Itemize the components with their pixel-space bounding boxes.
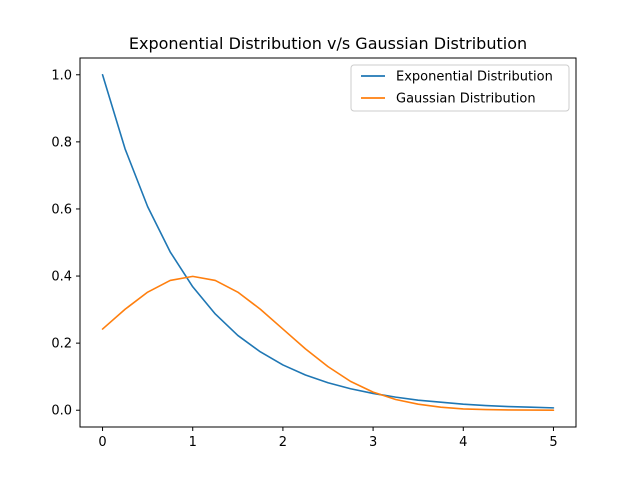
x-tick-label: 3: [369, 435, 377, 450]
legend-label: Gaussian Distribution: [396, 92, 536, 107]
y-tick-label: 0.8: [51, 135, 72, 150]
x-tick-label: 2: [279, 435, 287, 450]
series-line-1: [101, 73, 555, 409]
legend-box: [350, 64, 570, 112]
chart-title: Exponential Distribution v/s Gaussian Di…: [129, 34, 527, 53]
x-tick-label: 1: [189, 435, 197, 450]
legend-label: Exponential Distribution: [396, 70, 553, 85]
plot-frame: [79, 57, 577, 428]
y-tick-label: 0.4: [51, 270, 72, 285]
series-layer: [101, 73, 555, 411]
y-axis: 0.0 0.2 0.4 0.6 0.8 1.0: [51, 68, 80, 419]
x-tick-label: 0: [98, 435, 106, 450]
y-tick-label: 0.0: [51, 404, 72, 419]
y-tick-label: 0.2: [51, 337, 72, 352]
x-tick-label: 4: [459, 435, 467, 450]
series-line-2: [101, 275, 555, 411]
legend: Exponential Distribution Gaussian Distrib…: [350, 64, 570, 112]
x-tick-label: 5: [549, 435, 557, 450]
x-axis: 0 1 2 3 4 5: [98, 427, 558, 450]
y-tick-label: 0.6: [51, 202, 72, 217]
y-tick-label: 1.0: [51, 68, 72, 83]
